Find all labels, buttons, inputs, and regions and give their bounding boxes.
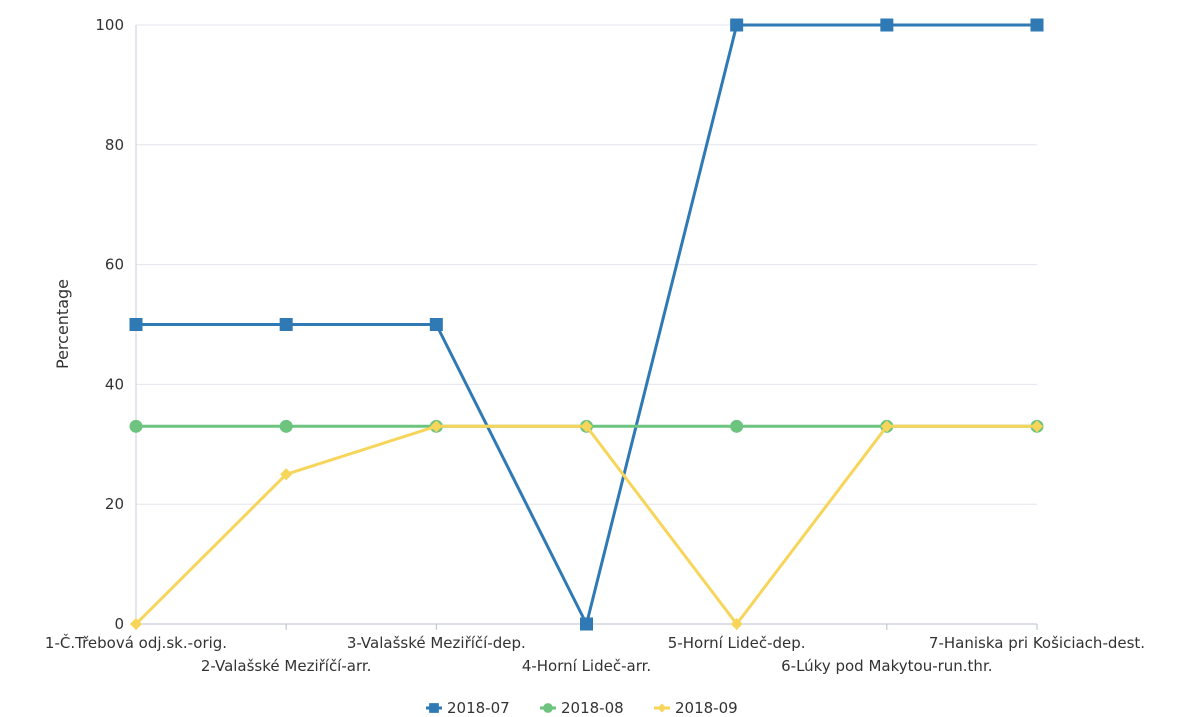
legend: 2018-07 2018-08 2018-09 [426,699,738,717]
x-tick-label: 5-Horní Lideč-dep. [668,634,806,652]
series-line-2018-07 [134,23,1039,626]
data-point-2018-07 [279,318,293,331]
data-point-2018-09 [130,618,142,630]
legend-marker [543,703,553,713]
series-line-2018-09 [134,424,1039,626]
data-point-2018-08 [129,419,143,433]
data-point-2018-07 [580,617,593,631]
legend-marker [657,703,667,713]
y-tick-label: 20 [105,495,124,513]
series-layer [129,18,1044,631]
y-axis-title: Percentage [53,279,72,369]
series-2018-07 [129,18,1044,631]
legend-label: 2018-07 [447,699,510,717]
x-tick-labels: 1-Č.Třebová odj.sk.-orig. 2-Valašské Mezi… [45,624,1145,675]
y-tick-label: 100 [95,16,124,34]
legend-label: 2018-09 [675,699,738,717]
legend-item-2018-08[interactable]: 2018-08 [540,699,624,717]
data-point-2018-07 [880,18,894,32]
x-tick-label: 1-Č.Třebová odj.sk.-orig. [45,633,227,652]
legend-item-2018-07[interactable]: 2018-07 [426,699,510,717]
data-point-2018-09 [1031,420,1043,433]
legend-item-2018-09[interactable]: 2018-09 [654,699,738,717]
y-tick-label: 40 [105,375,124,393]
legend-marker [429,703,439,713]
x-tick-label: 7-Haniska pri Košiciach-dest. [929,634,1145,652]
grid-lines [136,24,1037,505]
x-tick-label: 6-Lúky pod Makytou-run.thr. [781,657,992,675]
data-point-2018-08 [730,419,744,433]
y-tick-label: 80 [105,136,124,154]
x-tick-label: 4-Horní Lideč-arr. [522,657,651,675]
data-point-2018-07 [1030,18,1044,32]
data-point-2018-09 [430,420,443,433]
data-point-2018-09 [280,468,293,481]
y-tick-label: 0 [114,615,124,633]
data-point-2018-09 [580,420,593,433]
y-tick-labels: 0 20 40 60 80 100 [95,16,124,633]
data-point-2018-09 [880,420,893,433]
legend-label: 2018-08 [561,699,624,717]
data-point-2018-07 [429,318,443,331]
series-2018-09 [130,420,1043,630]
data-point-2018-07 [730,18,744,32]
y-tick-label: 60 [105,256,124,274]
data-point-2018-08 [279,419,293,433]
data-point-2018-07 [129,318,143,331]
x-tick-label: 3-Valašské Meziříčí-dep. [347,634,526,652]
x-tick-label: 2-Valašské Meziříčí-arr. [201,657,372,675]
data-point-2018-09 [730,618,743,630]
